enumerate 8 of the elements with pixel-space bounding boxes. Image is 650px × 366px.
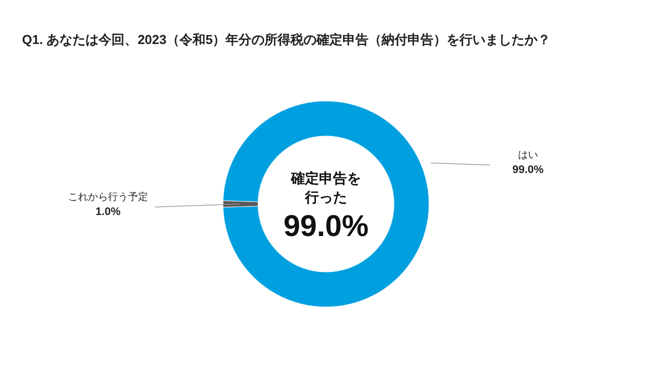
text: 確定申告を: [290, 170, 361, 186]
text: 行った: [304, 189, 347, 205]
chart-title: Q1. あなたは今回、2023（令和5）年分の所得税の確定申告（納付申告）を行いましたか？: [22, 32, 551, 47]
data-label: 99.0%: [512, 164, 544, 176]
slice-label: はい: [518, 150, 538, 161]
data-label: 1.0%: [95, 206, 121, 218]
slice-label: これから行う予定: [68, 191, 148, 203]
text: 99.0%: [283, 210, 369, 243]
